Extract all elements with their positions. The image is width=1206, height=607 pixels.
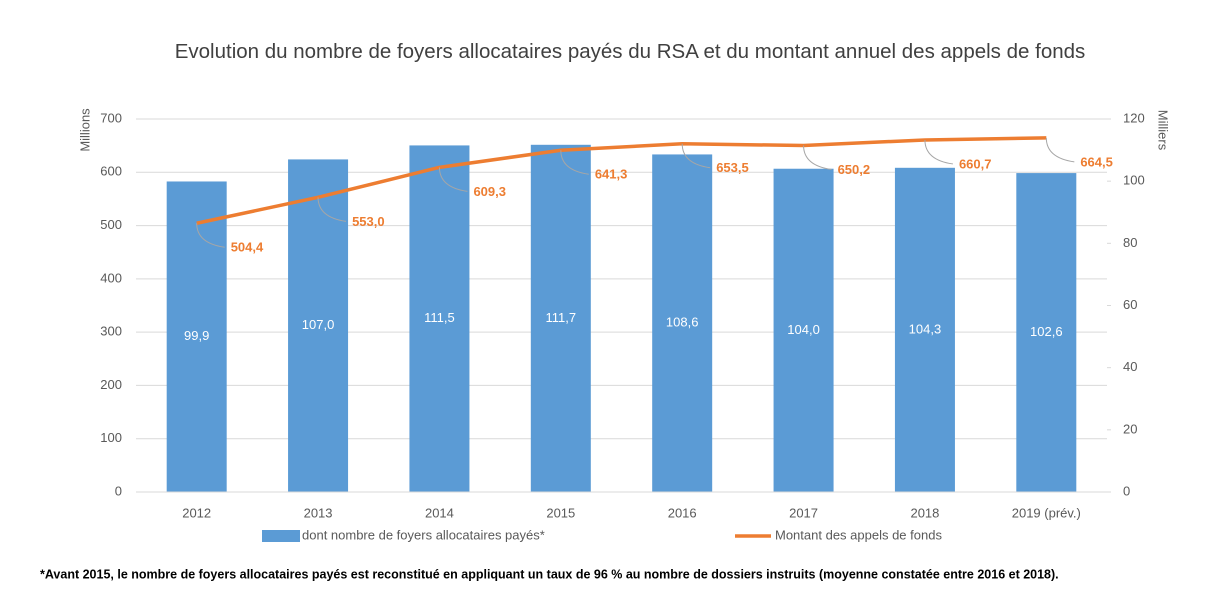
line-value-label: 650,2: [838, 162, 871, 177]
line-value-label: 553,0: [352, 214, 385, 229]
leader-line: [924, 139, 954, 165]
leader-line: [317, 197, 347, 222]
leader-line: [196, 223, 225, 248]
x-tick-label: 2013: [304, 505, 333, 520]
bar: [288, 159, 349, 493]
y-tick-label: 400: [100, 270, 122, 285]
bar-value-label: 107,0: [302, 317, 335, 332]
x-tick-label: 2019 (prév.): [1012, 505, 1081, 520]
x-tick-label: 2015: [546, 505, 575, 520]
bar: [409, 145, 470, 492]
leader-line: [681, 143, 711, 169]
leader-line: [1045, 137, 1075, 163]
y2-axis-title: Milliers: [1156, 110, 1171, 151]
bar-value-label: 102,6: [1030, 324, 1063, 339]
y-tick-label: 0: [115, 483, 122, 498]
y2-tick-label: 100: [1123, 173, 1145, 188]
leader-line: [560, 150, 589, 175]
bar-value-label: 104,3: [909, 321, 942, 336]
x-tick-label: 2017: [789, 505, 818, 520]
y-tick-label: 600: [100, 164, 122, 179]
x-tick-label: 2016: [668, 505, 697, 520]
line-value-label: 504,4: [231, 240, 264, 255]
line-value-label: 609,3: [473, 184, 506, 199]
bar: [773, 168, 834, 492]
bar: [530, 144, 591, 492]
line: [196, 136, 1047, 225]
x-tick-label: 2014: [425, 505, 454, 520]
bar: [166, 181, 227, 493]
bar-value-label: 104,0: [787, 322, 820, 337]
footnote: *Avant 2015, le nombre de foyers allocat…: [40, 567, 1059, 581]
y2-tick-label: 20: [1123, 421, 1137, 436]
bar: [1016, 173, 1077, 492]
x-tick-label: 2012: [182, 505, 211, 520]
y-tick-label: 100: [100, 430, 122, 445]
legend-swatch: [262, 530, 300, 542]
line-value-label: 641,3: [595, 167, 628, 182]
bar-value-label: 111,5: [424, 310, 455, 325]
legend-label: Montant des appels de fonds: [775, 527, 942, 542]
y2-tick-label: 60: [1123, 297, 1137, 312]
y-tick-label: 700: [100, 110, 122, 125]
legend-label: dont nombre de foyers allocataires payés…: [302, 527, 545, 542]
y2-tick-label: 0: [1123, 483, 1130, 498]
bar-value-label: 108,6: [666, 315, 699, 330]
bar-value-label: 99,9: [184, 328, 209, 343]
y-tick-label: 300: [100, 324, 122, 339]
line-value-label: 660,7: [959, 156, 992, 171]
y-tick-label: 200: [100, 377, 122, 392]
leader-line: [438, 167, 468, 192]
bar: [652, 154, 713, 492]
bar-value-label: 111,7: [546, 310, 577, 325]
x-tick-label: 2018: [910, 505, 939, 520]
y2-tick-label: 80: [1123, 235, 1137, 250]
y2-tick-label: 120: [1123, 110, 1145, 125]
line-value-label: 653,5: [716, 160, 749, 175]
y-tick-label: 500: [100, 217, 122, 232]
chart-title: Evolution du nombre de foyers allocatair…: [174, 40, 1086, 63]
line-value-label: 664,5: [1080, 154, 1113, 169]
leader-line: [803, 145, 832, 171]
y2-tick-label: 40: [1123, 359, 1137, 374]
y-axis-title: Millions: [77, 108, 92, 152]
bar: [894, 167, 955, 492]
